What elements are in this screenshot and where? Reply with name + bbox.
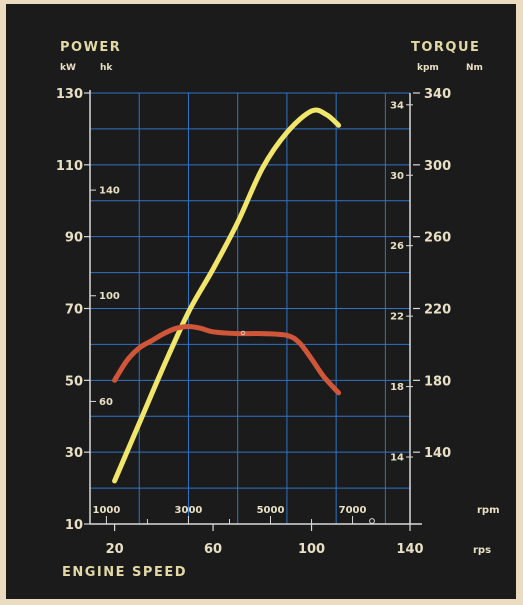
nm-tick-label: 340 — [424, 87, 451, 102]
kw-tick-label: 110 — [56, 159, 83, 174]
hk-tick-label: 60 — [99, 397, 113, 408]
rps-tick-label: 140 — [396, 542, 423, 557]
power-curve — [112, 107, 342, 484]
marker-circle — [369, 518, 375, 524]
kpm-tick-label: 30 — [390, 171, 404, 182]
kpm-tick-label: 14 — [390, 453, 404, 464]
kpm-tick-label: 22 — [390, 312, 404, 323]
nm-tick-label: 220 — [424, 303, 451, 318]
unit-rps: rps — [473, 545, 491, 556]
nm-tick-label: 260 — [424, 231, 451, 246]
chart-panel — [6, 4, 516, 599]
plot-frame — [89, 90, 422, 525]
rpm-tick-label: 3000 — [175, 505, 203, 516]
hk-tick-label: 100 — [99, 291, 120, 302]
rpm-tick-label: 7000 — [339, 505, 367, 516]
nm-tick-label: 140 — [424, 446, 451, 461]
unit-rpm: rpm — [477, 505, 500, 516]
kw-tick-label: 10 — [65, 518, 83, 533]
kw-tick-label: 90 — [65, 231, 83, 246]
kw-tick-label: 70 — [65, 303, 83, 318]
rps-tick-label: 60 — [204, 542, 222, 557]
kpm-tick-label: 18 — [390, 382, 404, 393]
hk-tick-label: 140 — [99, 186, 120, 197]
rpm-tick-label: 5000 — [257, 505, 285, 516]
unit-hk: hk — [100, 63, 113, 73]
unit-nm: Nm — [466, 63, 483, 73]
rps-tick-label: 20 — [106, 542, 124, 557]
kpm-tick-label: 26 — [390, 241, 404, 252]
nm-tick-label: 180 — [424, 374, 451, 389]
marker-dot — [240, 330, 246, 336]
rps-tick-label: 100 — [298, 542, 325, 557]
power-title: POWER — [60, 40, 121, 55]
x-axis-title: ENGINE SPEED — [62, 565, 187, 580]
tick-labels: 10 30 50 70 90 110 130 60 100 140 140 180 220 260 300 3… — [56, 87, 451, 557]
nm-tick-label: 300 — [424, 159, 451, 174]
kpm-tick-label: 34 — [390, 100, 404, 111]
kw-tick-label: 30 — [65, 446, 83, 461]
series-lines — [112, 107, 342, 484]
rpm-tick-label: 1000 — [92, 505, 120, 516]
unit-kw: kW — [60, 63, 76, 73]
grid — [89, 92, 410, 525]
kw-tick-label: 130 — [56, 87, 83, 102]
unit-kpm: kpm — [417, 63, 439, 73]
torque-title: TORQUE — [411, 40, 480, 55]
torque-curve — [112, 324, 342, 396]
kw-tick-label: 50 — [65, 374, 83, 389]
